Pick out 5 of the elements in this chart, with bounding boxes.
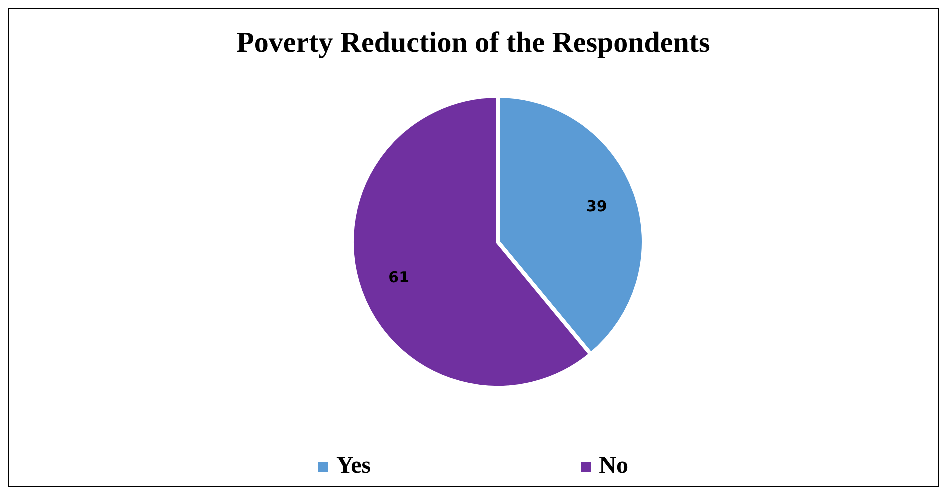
legend-label: No (599, 453, 628, 480)
chart-title: Poverty Reduction of the Respondents (236, 27, 712, 60)
legend-label: Yes (336, 453, 372, 480)
data-label: 39 (586, 197, 608, 216)
data-label: 61 (388, 268, 410, 287)
